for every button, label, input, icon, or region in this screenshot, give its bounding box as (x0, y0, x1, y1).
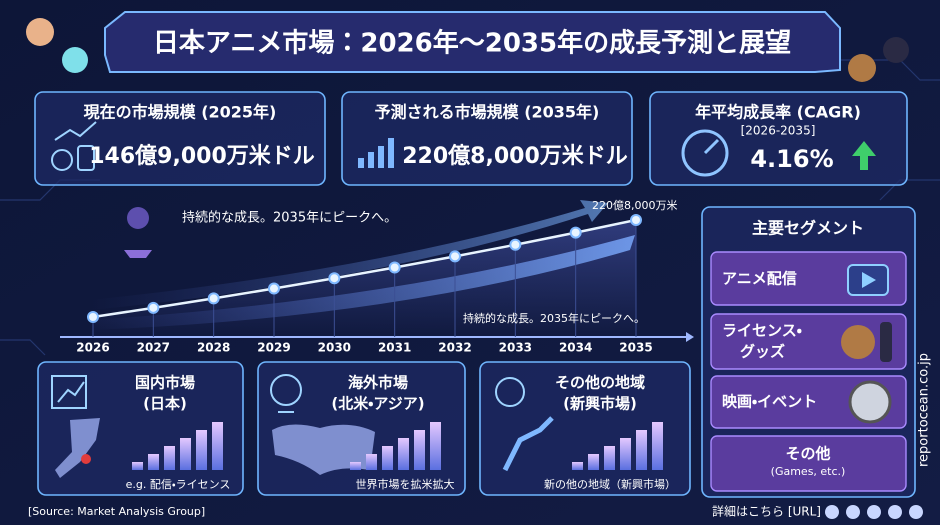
point (509, 238, 522, 251)
x-tick-label: 2029 (257, 341, 290, 355)
decor-bar (430, 422, 441, 470)
x-tick-label: 2034 (559, 341, 592, 355)
region-title: 海外市場 (348, 374, 408, 392)
decor-bar (382, 446, 393, 470)
title-banner (104, 11, 841, 73)
region-title: その他の地域 (555, 374, 645, 392)
axis-arrow (686, 332, 694, 342)
play-icon (862, 272, 876, 288)
decor-bar (636, 430, 647, 470)
kpi-card (341, 91, 633, 186)
decor-bar (620, 438, 631, 470)
region-note: 世界市場を拡米拡大 (356, 477, 455, 491)
point (328, 272, 341, 285)
point (207, 292, 220, 305)
kpi-value: 4.16% (750, 145, 833, 173)
kpi-sublabel: [2026-2035] (741, 124, 816, 138)
kpi-card (649, 91, 908, 186)
decor-bar (196, 430, 207, 470)
region-note: 新の他の地域（新興市場） (544, 477, 676, 491)
bear-icon (848, 54, 876, 82)
decor-bar (366, 454, 377, 470)
decor-bar (212, 422, 223, 470)
segment-label: アニメ配信 (722, 270, 797, 288)
up-arrow (852, 141, 876, 170)
decor-bar (148, 454, 159, 470)
point (268, 282, 280, 295)
x-tick-label: 2030 (318, 341, 351, 355)
point (630, 214, 642, 226)
character-icon (26, 18, 54, 46)
point (449, 250, 461, 263)
x-tick-label: 2026 (76, 341, 109, 355)
bear-icon (841, 325, 875, 359)
growth-icon (358, 138, 394, 168)
decor-bar (604, 446, 615, 470)
decor-bar (164, 446, 175, 470)
x-tick-label: 2032 (438, 341, 471, 355)
character-icon (62, 47, 88, 73)
map-marker (81, 454, 91, 464)
source: [Source: Market Analysis Group] (28, 505, 205, 518)
segment-label: (Games, etc.) (771, 465, 846, 478)
annotation: 持続的な成長。2035年にピークへ。 (463, 311, 645, 325)
x-tick-label: 2031 (378, 341, 411, 355)
icon (124, 250, 152, 258)
world-map (272, 424, 375, 475)
kpi-label: 予測される市場規模 (2035年) (375, 103, 600, 122)
segments-title: 主要セグメント (752, 219, 864, 238)
kpi-value: 220億8,000万米ドル (402, 143, 628, 169)
x-tick-label: 2033 (499, 341, 532, 355)
icon (127, 207, 149, 229)
region-title: (北米・アジア) (331, 395, 424, 413)
japan-map (55, 418, 100, 478)
coins-icon (51, 121, 97, 171)
kpi-card (34, 91, 326, 186)
segment-label: その他 (785, 445, 830, 463)
point (569, 226, 582, 239)
decor-bar (572, 462, 583, 470)
end-label: 220億8,000万米 (592, 199, 678, 212)
kpi-value: 146億9,000万米ドル (89, 143, 315, 169)
x-tick-label: 2035 (619, 341, 652, 355)
decor-bar (588, 454, 599, 470)
site: reportocean.co.jp (917, 353, 932, 467)
segment-label: ライセンス・ (722, 322, 802, 340)
point (388, 261, 401, 274)
social-icons (825, 505, 923, 519)
segment-label: グッズ (740, 343, 785, 361)
point (87, 311, 99, 323)
character-icon (883, 37, 909, 63)
region-title: 国内市場 (135, 374, 195, 392)
kpi-label: 年平均成長率 (CAGR) (695, 103, 861, 122)
x-tick-label: 2028 (197, 341, 230, 355)
gauge-icon (681, 129, 729, 177)
swoosh (90, 200, 608, 310)
x-tick-label: 2027 (137, 341, 170, 355)
segment-card (710, 435, 907, 492)
film-reel-icon (848, 380, 892, 424)
decor-bar (398, 438, 409, 470)
point (147, 301, 160, 314)
figure-icon (880, 322, 892, 362)
decor-bar (350, 462, 361, 470)
decor-bar (414, 430, 425, 470)
kpi-label: 現在の市場規模 (2025年) (84, 103, 277, 122)
region-title: (新興市場) (563, 395, 637, 413)
link[interactable]: 詳細はこちら [URL] (712, 504, 821, 519)
region-note: e.g. 配信・ライセンス (126, 477, 231, 491)
title: 日本アニメ市場：2026年〜2035年の成長予測と展望 (153, 28, 791, 59)
decor-bar (180, 438, 191, 470)
line (92, 218, 637, 319)
annotation: 持続的な成長。2035年にピークへ。 (182, 210, 397, 226)
area (93, 220, 636, 337)
decor-bar (132, 462, 143, 470)
decor-bar (652, 422, 663, 470)
arrow-icon (502, 416, 554, 472)
region-icons (51, 374, 525, 413)
segment-label: 映画・イベント (722, 393, 817, 411)
region-title: (日本) (143, 395, 187, 413)
